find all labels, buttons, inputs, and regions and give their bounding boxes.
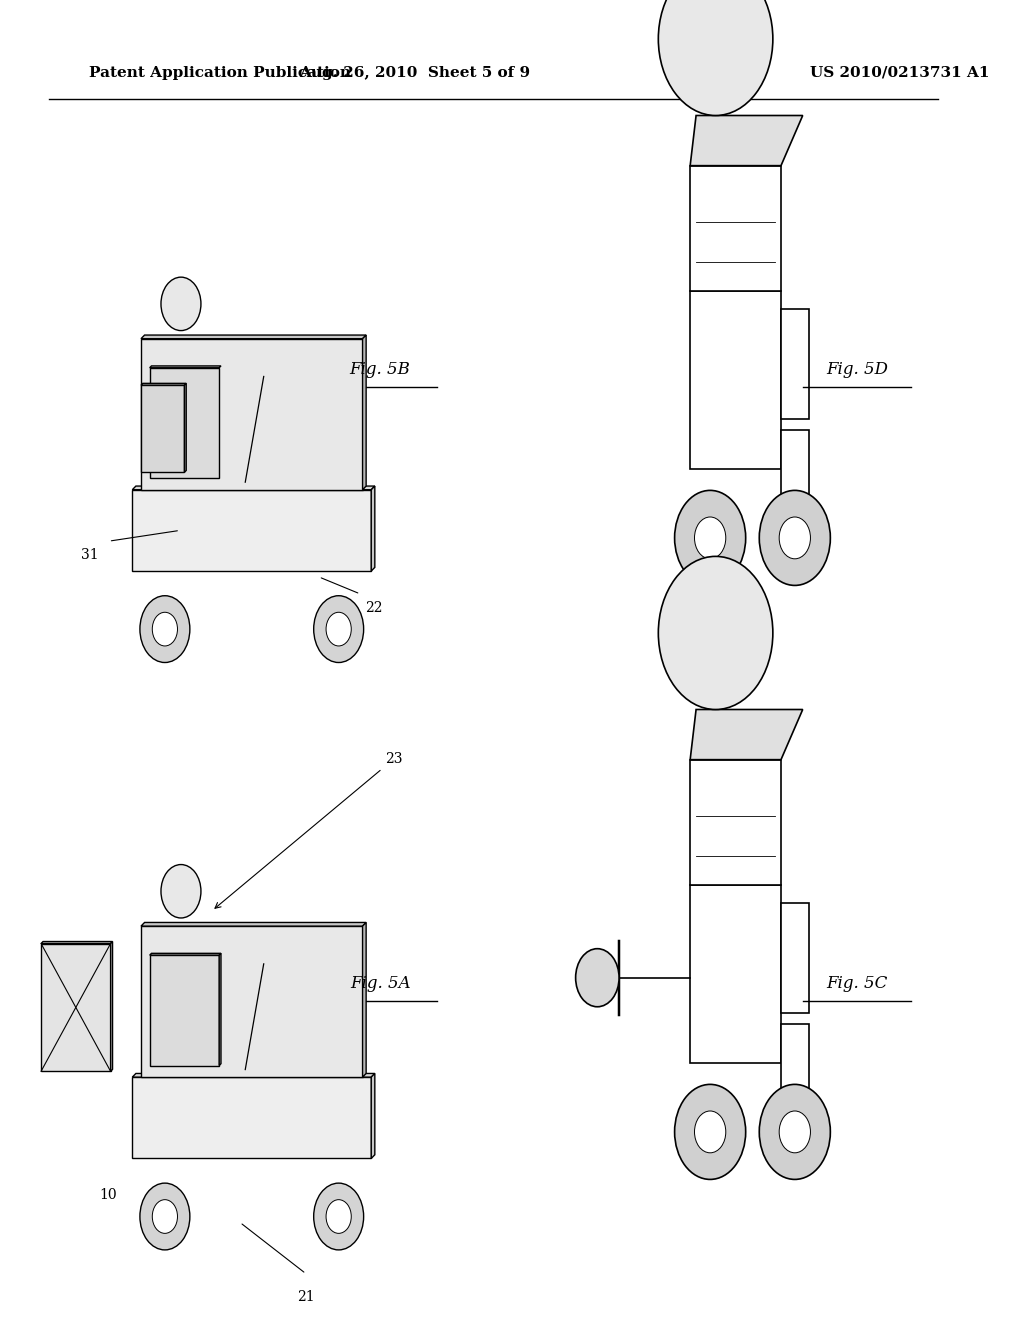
Polygon shape — [141, 335, 367, 339]
Bar — [781, 1024, 809, 1133]
Circle shape — [675, 491, 745, 586]
Text: 21: 21 — [297, 1290, 315, 1304]
Circle shape — [759, 491, 830, 586]
Text: US 2010/0213731 A1: US 2010/0213731 A1 — [810, 66, 989, 79]
Polygon shape — [362, 923, 367, 1077]
Text: Fig. 5D: Fig. 5D — [826, 362, 888, 378]
Polygon shape — [132, 1073, 375, 1077]
Polygon shape — [150, 956, 219, 1065]
Circle shape — [694, 1111, 726, 1152]
Circle shape — [779, 1111, 810, 1152]
Bar — [690, 760, 781, 884]
Circle shape — [140, 595, 189, 663]
Polygon shape — [150, 368, 219, 478]
Polygon shape — [132, 490, 372, 572]
Polygon shape — [690, 115, 803, 165]
Polygon shape — [41, 941, 113, 944]
Circle shape — [675, 1085, 745, 1180]
Text: Fig. 5A: Fig. 5A — [350, 975, 411, 991]
Polygon shape — [132, 486, 375, 490]
Text: 22: 22 — [366, 601, 383, 615]
Polygon shape — [219, 953, 221, 1065]
Polygon shape — [690, 710, 803, 759]
Polygon shape — [132, 1077, 372, 1159]
Circle shape — [694, 517, 726, 558]
Bar — [690, 290, 781, 469]
Polygon shape — [141, 339, 362, 490]
Circle shape — [658, 0, 773, 115]
Circle shape — [759, 1085, 830, 1180]
Bar — [690, 884, 781, 1064]
Bar — [781, 309, 809, 420]
Polygon shape — [362, 335, 367, 490]
Text: Aug. 26, 2010  Sheet 5 of 9: Aug. 26, 2010 Sheet 5 of 9 — [299, 66, 530, 79]
Text: Patent Application Publication: Patent Application Publication — [89, 66, 351, 79]
Text: 10: 10 — [99, 1188, 118, 1201]
Polygon shape — [141, 383, 186, 385]
Polygon shape — [150, 366, 221, 368]
Polygon shape — [111, 941, 113, 1072]
Text: Fig. 5B: Fig. 5B — [349, 362, 411, 378]
Bar — [690, 166, 781, 290]
Circle shape — [313, 595, 364, 663]
Text: 31: 31 — [81, 548, 98, 562]
Circle shape — [161, 277, 201, 330]
Polygon shape — [184, 383, 186, 473]
Circle shape — [153, 1200, 177, 1233]
Circle shape — [313, 1183, 364, 1250]
Circle shape — [161, 865, 201, 917]
Bar — [781, 430, 809, 539]
Circle shape — [326, 1200, 351, 1233]
Polygon shape — [150, 953, 221, 956]
Polygon shape — [141, 927, 362, 1077]
Circle shape — [140, 1183, 189, 1250]
Polygon shape — [41, 944, 111, 1072]
Circle shape — [658, 557, 773, 710]
Bar — [781, 903, 809, 1014]
Circle shape — [153, 612, 177, 645]
Polygon shape — [372, 486, 375, 572]
Circle shape — [575, 949, 620, 1007]
Polygon shape — [141, 923, 367, 927]
Polygon shape — [141, 385, 184, 473]
Text: Fig. 5C: Fig. 5C — [826, 975, 888, 991]
Polygon shape — [372, 1073, 375, 1159]
Circle shape — [779, 517, 810, 558]
Circle shape — [326, 612, 351, 645]
Text: 23: 23 — [215, 752, 402, 908]
